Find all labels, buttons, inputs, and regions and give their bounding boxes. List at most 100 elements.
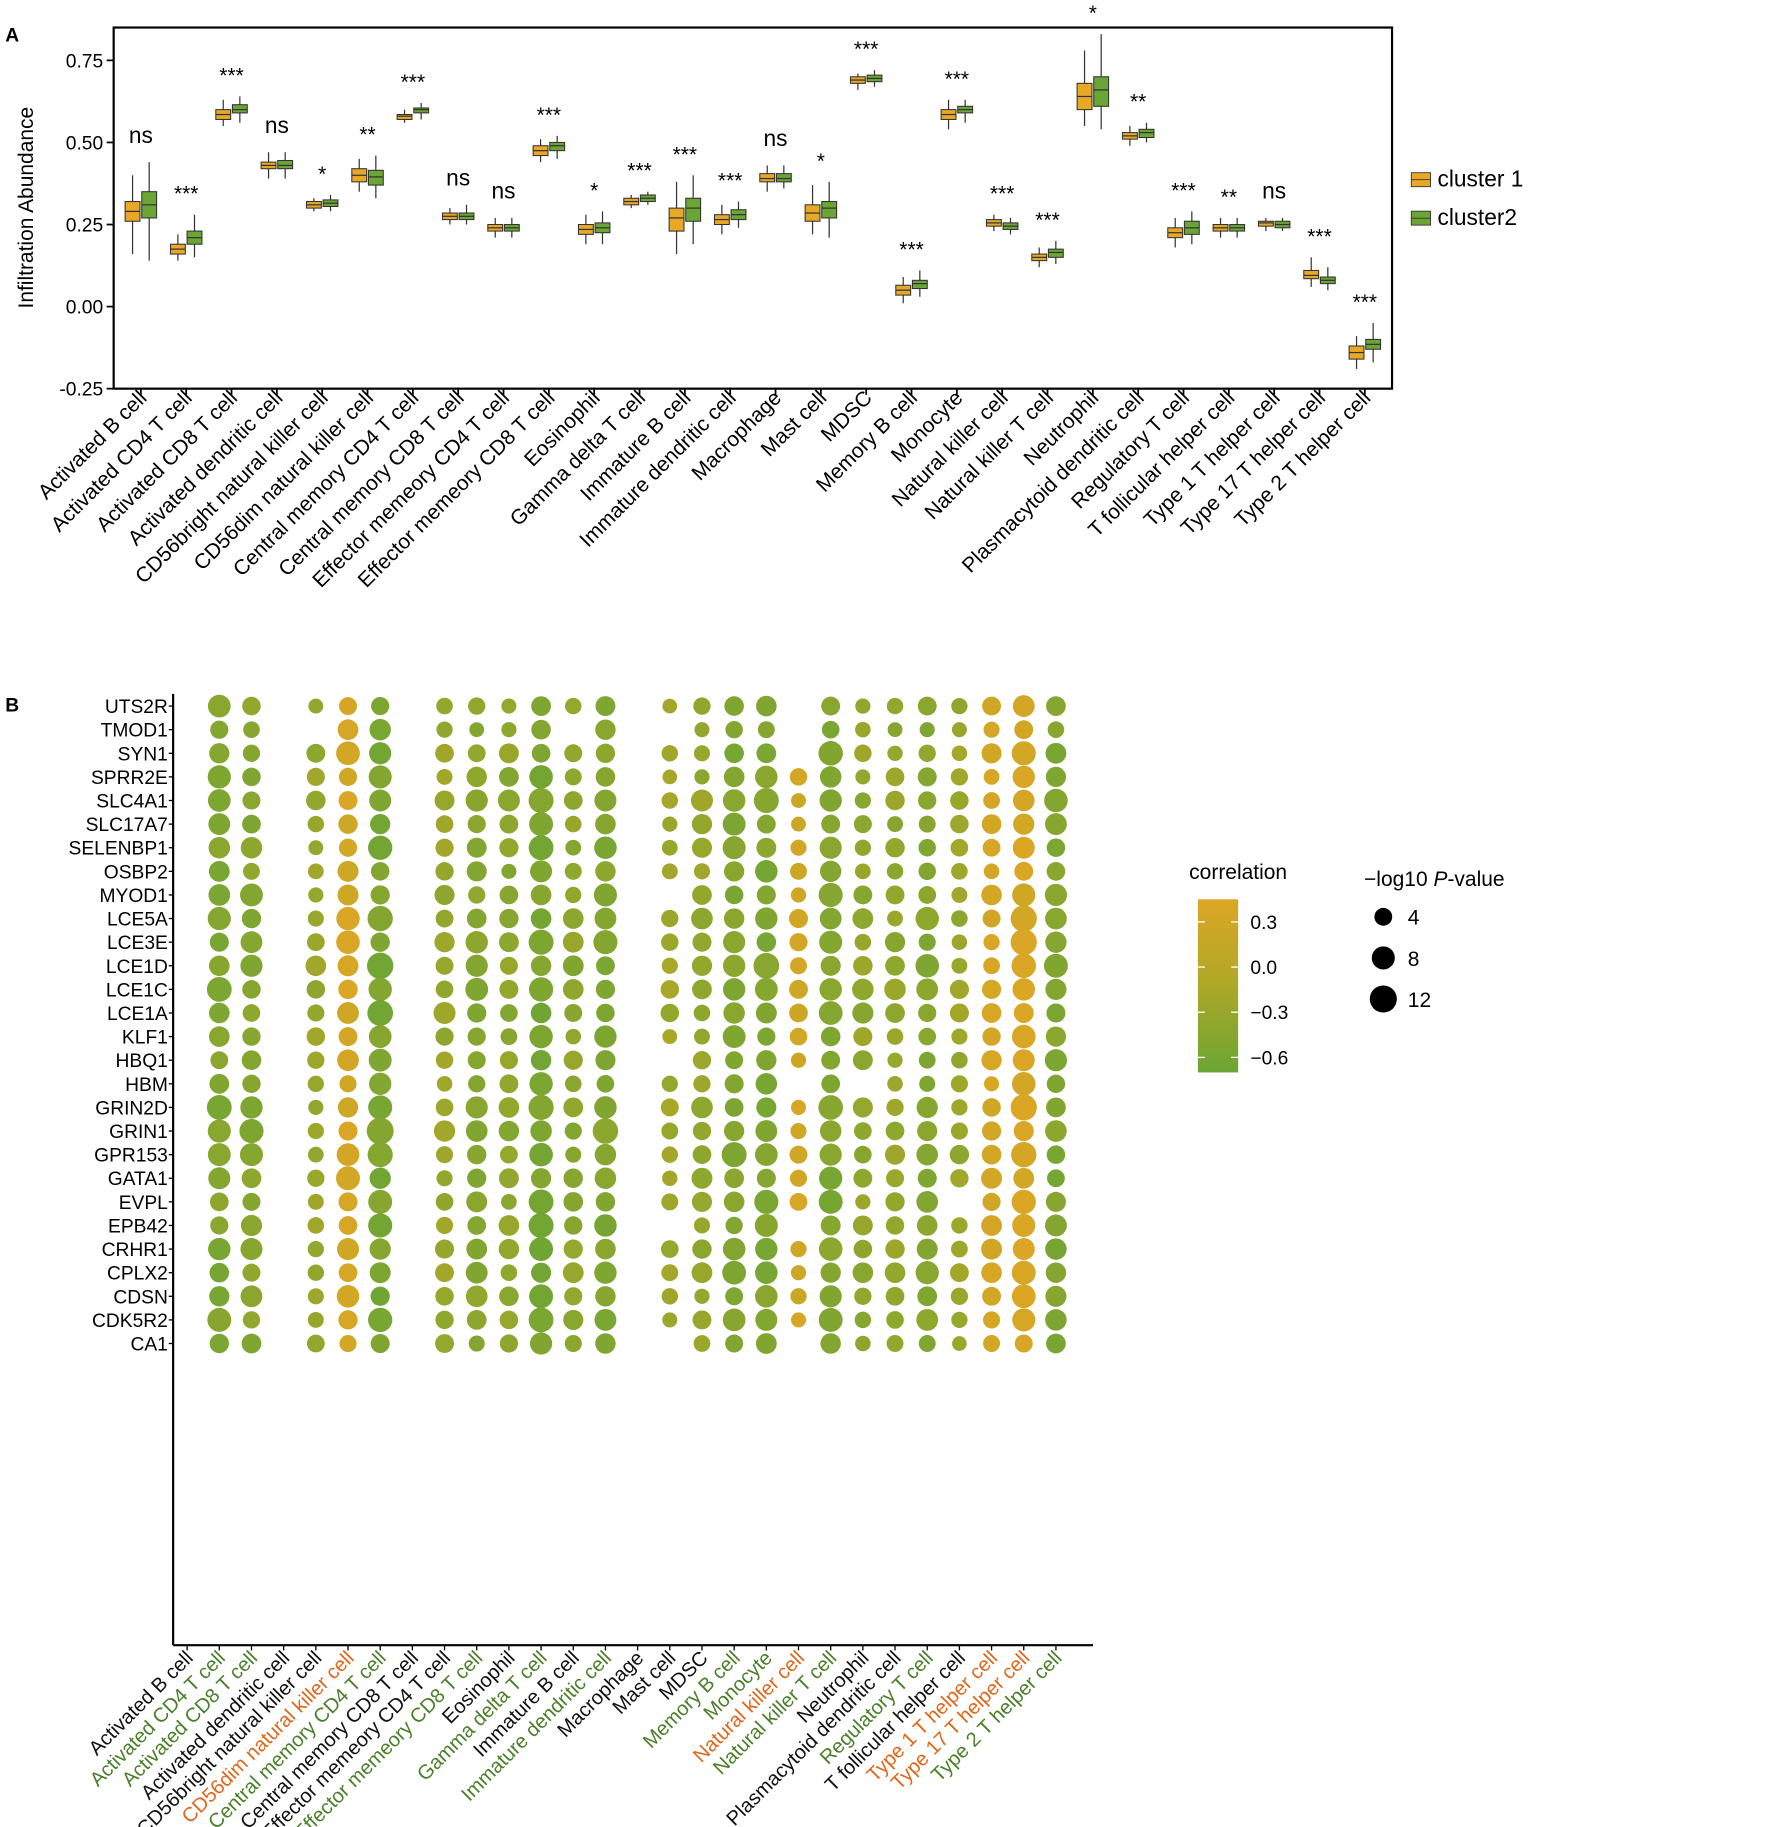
bubble-lce1c-type-17-t-helper-cell xyxy=(1012,978,1036,1001)
box-type-17-t-helper-cell-cluster1 xyxy=(1303,269,1320,280)
significance-plasmacytoid-dendritic-cell: ** xyxy=(1130,91,1146,114)
bubble-epb42-monocyte xyxy=(754,1213,778,1238)
box-immature-b-cell-cluster1 xyxy=(668,207,685,232)
bubble-slc4a1-activated-cd8-t-cell xyxy=(242,791,261,810)
bubble-sprr2e-effector-memeory-cd4-t-cell xyxy=(436,768,453,785)
bubble-gata1-natural-killer-t-cell xyxy=(819,1166,843,1190)
significance-macrophage: ns xyxy=(764,125,788,151)
bubble-cplx2-neutrophil xyxy=(852,1262,874,1284)
bubble-syn1-mdsc xyxy=(693,745,711,762)
bubble-hbq1-monocyte xyxy=(756,1050,777,1071)
bubble-selenbp1-effector-memeory-cd8-t-cell xyxy=(466,837,487,858)
bubble-osbp2-natural-killer-cell xyxy=(790,862,807,880)
bubble-osbp2-gamma-delta-t-cell xyxy=(530,860,553,883)
bubble-cplx2-natural-killer-t-cell xyxy=(820,1262,841,1283)
bubble-crhr1-eosinophil xyxy=(498,1238,520,1260)
bubble-grin2d-central-memory-cd4-t-cell xyxy=(368,1095,393,1120)
bubble-uts2r-cd56bright-natural-killer-cell xyxy=(308,698,324,714)
bubble-crhr1-type-1-t-helper-cell xyxy=(981,1238,1003,1260)
bubble-grin1-type-2-t-helper-cell xyxy=(1045,1120,1067,1142)
bubble-crhr1-cd56dim-natural-killer-cell xyxy=(336,1238,360,1261)
bubble-lce5a-eosinophil xyxy=(499,908,519,929)
bubble-lce5a-activated-cd4-t-cell xyxy=(207,906,231,931)
bubble-grin2d-mast-cell xyxy=(660,1098,679,1117)
bubble-selenbp1-natural-killer-t-cell xyxy=(819,836,842,859)
bubble-slc4a1-memory-b-cell xyxy=(722,789,746,812)
bubble-syn1-gamma-delta-t-cell xyxy=(531,743,551,763)
bubble-osbp2-natural-killer-t-cell xyxy=(820,860,842,883)
bubble-hbq1-plasmacytoid-dendritic-cell xyxy=(887,1052,903,1068)
bubble-lce1a-cd56bright-natural-killer-cell xyxy=(307,1004,325,1022)
pvalue-size-legend: −log10 P-value 4 8 12 xyxy=(1364,868,1505,1013)
bubble-gata1-eosinophil xyxy=(498,1168,519,1189)
bubble-osbp2-activated-cd8-t-cell xyxy=(242,862,260,880)
bubble-slc17a7-eosinophil xyxy=(499,814,519,834)
bubble-lce1d-monocyte xyxy=(753,952,780,979)
bubble-cdsn-t-follicular-helper-cell xyxy=(950,1287,969,1305)
bubble-lce1a-mast-cell xyxy=(660,1003,680,1023)
bubble-selenbp1-memory-b-cell xyxy=(722,836,746,860)
bubble-lce1c-memory-b-cell xyxy=(722,978,746,1001)
bubble-myod1-activated-cd8-t-cell xyxy=(240,883,263,907)
bubble-lce1d-t-follicular-helper-cell xyxy=(951,957,968,974)
row-label-slc17a7: SLC17A7 xyxy=(86,815,168,836)
bubble-epb42-effector-memeory-cd4-t-cell xyxy=(435,1216,454,1235)
panel-b-axes xyxy=(172,693,1094,1647)
bubble-grin2d-monocyte xyxy=(756,1097,777,1118)
bubble-selenbp1-activated-cd4-t-cell xyxy=(208,836,231,859)
bubble-hbq1-regulatory-t-cell xyxy=(918,1051,936,1069)
bubble-tmod1-type-17-t-helper-cell xyxy=(1014,720,1034,740)
bubble-hbm-eosinophil xyxy=(499,1074,519,1094)
bubble-lce1a-effector-memeory-cd8-t-cell xyxy=(467,1003,487,1023)
bubble-grin1-regulatory-t-cell xyxy=(917,1120,938,1142)
bubble-slc17a7-effector-memeory-cd4-t-cell xyxy=(435,815,454,833)
bubble-cdsn-monocyte xyxy=(755,1285,778,1308)
significance-type-17-t-helper-cell: *** xyxy=(1307,225,1331,248)
bubble-gpr153-t-follicular-helper-cell xyxy=(949,1144,970,1165)
bubble-lce1c-cd56dim-natural-killer-cell xyxy=(338,979,358,1000)
bubble-selenbp1-type-1-t-helper-cell xyxy=(982,838,1001,857)
bubble-gata1-effector-memeory-cd8-t-cell xyxy=(467,1168,487,1188)
bubble-selenbp1-plasmacytoid-dendritic-cell xyxy=(885,838,905,858)
panel-a-significance-labels: ns******ns******nsns*************ns*****… xyxy=(129,2,1377,314)
bubble-hbm-type-17-t-helper-cell xyxy=(1011,1072,1036,1096)
bubble-slc4a1-gamma-delta-t-cell xyxy=(528,788,554,814)
bubble-hbm-type-2-t-helper-cell xyxy=(1046,1074,1066,1093)
bubble-ca1-immature-dendritic-cell xyxy=(595,1333,616,1354)
bubble-crhr1-memory-b-cell xyxy=(722,1237,746,1261)
size-legend-dot-4 xyxy=(1374,907,1393,926)
bubble-cdsn-memory-b-cell xyxy=(725,1287,744,1306)
bubble-uts2r-effector-memeory-cd8-t-cell xyxy=(468,697,486,715)
bubble-evpl-effector-memeory-cd8-t-cell xyxy=(466,1191,488,1213)
bubble-crhr1-activated-cd8-t-cell xyxy=(240,1238,263,1261)
bubble-lce1c-regulatory-t-cell xyxy=(916,978,939,1001)
bubble-epb42-activated-cd4-t-cell xyxy=(210,1216,229,1235)
bubble-lce3e-activated-cd4-t-cell xyxy=(209,932,229,952)
bubble-grin2d-eosinophil xyxy=(498,1097,520,1118)
bubble-cplx2-regulatory-t-cell xyxy=(915,1261,939,1285)
bubble-gpr153-central-memory-cd4-t-cell xyxy=(367,1142,393,1168)
panel-b-label: B xyxy=(5,695,19,716)
bubble-cplx2-plasmacytoid-dendritic-cell xyxy=(884,1262,906,1284)
bubble-uts2r-plasmacytoid-dendritic-cell xyxy=(886,697,904,715)
size-legend-dot-8 xyxy=(1371,946,1395,970)
bubble-lce1c-cd56bright-natural-killer-cell xyxy=(306,980,326,999)
bubble-myod1-regulatory-t-cell xyxy=(918,886,937,904)
bubble-selenbp1-gamma-delta-t-cell xyxy=(528,835,554,861)
panel-a-boxes xyxy=(124,34,1382,369)
bubble-uts2r-memory-b-cell xyxy=(724,696,744,716)
bubble-tmod1-natural-killer-t-cell xyxy=(821,720,840,739)
bubble-lce3e-type-2-t-helper-cell xyxy=(1045,931,1067,953)
bubble-klf1-eosinophil xyxy=(500,1028,518,1045)
bubble-grin2d-activated-cd4-t-cell xyxy=(206,1095,232,1120)
bubble-ca1-mdsc xyxy=(693,1335,711,1352)
bubble-lce1a-neutrophil xyxy=(852,1002,874,1024)
bubble-hbq1-cd56dim-natural-killer-cell xyxy=(337,1049,359,1072)
bubble-lce5a-type-1-t-helper-cell xyxy=(982,909,1001,928)
size-legend-label-12: 12 xyxy=(1408,989,1431,1012)
bubble-uts2r-cd56dim-natural-killer-cell xyxy=(339,697,358,716)
bubble-hbm-cd56dim-natural-killer-cell xyxy=(339,1075,357,1093)
bubble-evpl-central-memory-cd4-t-cell xyxy=(368,1189,393,1214)
row-label-selenbp1: SELENBP1 xyxy=(69,839,168,860)
bubble-gpr153-immature-dendritic-cell xyxy=(594,1143,617,1166)
